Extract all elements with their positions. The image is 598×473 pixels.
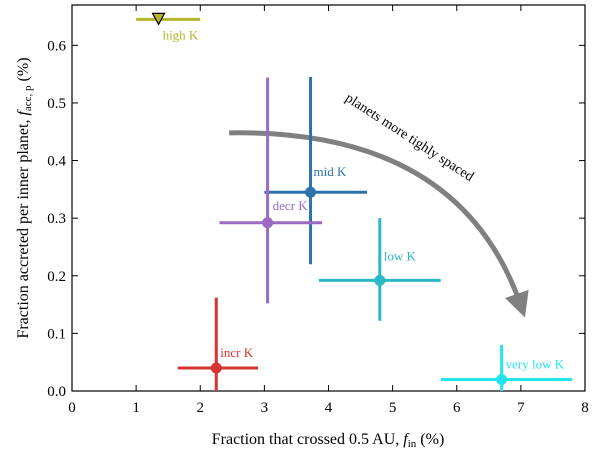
y-tick-label: 0.2 <box>47 269 66 285</box>
x-axis-label: Fraction that crossed 0.5 AU, fin (%) <box>212 431 445 450</box>
point-label: high K <box>163 27 199 42</box>
circle-marker <box>262 217 274 229</box>
x-tick-label: 1 <box>132 400 140 416</box>
x-tick-label: 8 <box>581 400 589 416</box>
y-axis-label: Fraction accreted per inner planet, facc… <box>15 57 34 338</box>
x-tick-label: 2 <box>197 400 205 416</box>
circle-marker <box>305 186 317 198</box>
x-tick-label: 5 <box>389 400 397 416</box>
axis-ticks: 0 1 2 3 4 5 6 7 8 0.0 0.1 0.2 0.3 0.4 0.5 0.6 <box>47 5 589 416</box>
point-label: low K <box>384 248 417 263</box>
point-label: very low K <box>506 356 565 371</box>
x-tick-label: 4 <box>325 400 333 416</box>
y-axis-label-unit: (%) <box>15 57 32 85</box>
y-axis-label-var: f <box>15 109 32 116</box>
y-tick-label: 0.6 <box>47 38 66 54</box>
x-tick-label: 7 <box>517 400 525 416</box>
point-label: mid K <box>314 164 347 179</box>
y-tick-label: 0.0 <box>47 384 66 400</box>
point-label: decr K <box>273 198 309 213</box>
plot-frame <box>71 4 586 392</box>
x-axis-label-sub: in <box>408 438 417 450</box>
circle-marker <box>374 274 386 286</box>
x-axis-label-unit: (%) <box>416 431 444 448</box>
point-label: incr K <box>220 345 253 360</box>
series-point: low K <box>318 218 441 321</box>
x-axis-label-var: f <box>403 431 410 448</box>
circle-marker <box>496 373 508 385</box>
series-point: high K <box>136 12 201 42</box>
x-tick-label: 6 <box>453 400 461 416</box>
series-point: very low K <box>440 344 573 391</box>
plot-area: 0 1 2 3 4 5 6 7 80.00.10.20.30.40.50.6 planets m… <box>47 4 589 416</box>
y-tick-label: 0.5 <box>47 96 66 112</box>
y-tick-label: 0.1 <box>47 326 66 342</box>
x-axis-label-main: Fraction that crossed 0.5 AU, <box>212 431 404 448</box>
y-axis-label-sub: acc, p <box>22 85 34 111</box>
circle-marker <box>210 362 222 374</box>
x-tick-label: 3 <box>261 400 269 416</box>
y-axis-label-main: Fraction accreted per inner planet, <box>15 116 32 339</box>
data-points: high K mid K decr K low K incr K very low K <box>136 12 573 391</box>
series-point: decr K <box>219 77 323 304</box>
y-tick-label: 0.3 <box>47 211 66 227</box>
series-point: incr K <box>177 297 258 391</box>
x-tick-label: 0 <box>68 400 76 416</box>
triangle-marker <box>151 12 166 26</box>
series-point: mid K <box>264 77 367 265</box>
trend-arrow <box>229 130 529 318</box>
y-tick-label: 0.4 <box>47 154 66 170</box>
